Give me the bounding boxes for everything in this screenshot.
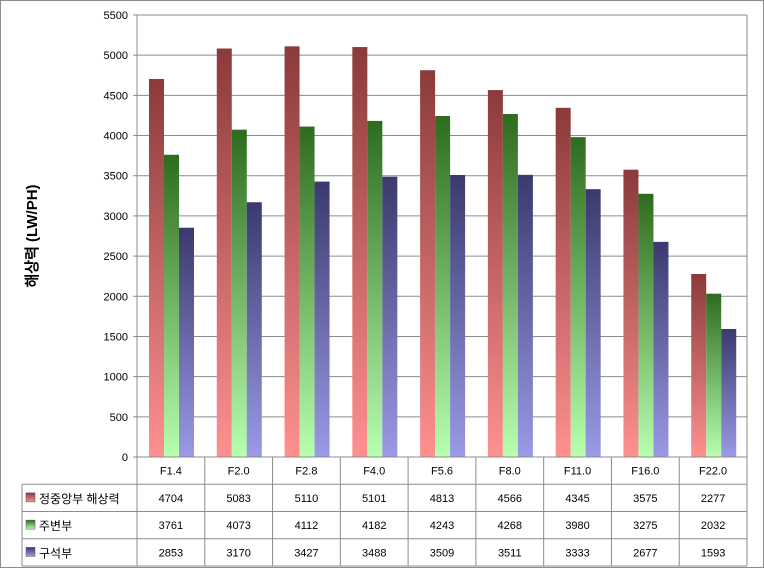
y-tick-label: 1000 (104, 372, 128, 384)
table-cell-value: 4073 (226, 520, 250, 532)
table-cell-value: 3170 (226, 547, 250, 559)
table-cell-value: 5101 (362, 493, 386, 505)
table-cell-value: 5110 (295, 493, 319, 505)
bar-정중앙부 해상력-F2.0 (216, 48, 232, 458)
table-cell-value: 3761 (159, 520, 183, 532)
y-axis-label: 해상력 (LW/PH) (23, 184, 41, 287)
table-cell-value: 3509 (430, 547, 454, 559)
bar-정중앙부 해상력-F2.8 (284, 46, 300, 457)
bar-구석부-F16.0 (653, 241, 669, 457)
y-tick-label: 2500 (104, 251, 128, 263)
table-cell-value: 3333 (565, 547, 589, 559)
x-tick-label: F16.0 (631, 466, 659, 478)
y-tick-label: 4500 (104, 90, 128, 102)
table-cell-value: 3980 (565, 520, 589, 532)
y-tick-label: 3000 (104, 211, 128, 223)
y-tick-label: 3500 (104, 171, 128, 183)
table-cell-value: 4345 (565, 493, 589, 505)
table-cell-value: 4268 (498, 520, 522, 532)
bar-구석부-F2.0 (246, 202, 262, 457)
legend-label: 주변부 (39, 519, 72, 533)
bar-주변부-F8.0 (502, 114, 518, 458)
table-cell-value: 3488 (362, 547, 386, 559)
table-cell-value: 4243 (430, 520, 454, 532)
legend-key-정중앙부 해상력 (25, 492, 36, 503)
table-cell-value: 2853 (159, 547, 183, 559)
x-tick-label: F1.4 (160, 466, 182, 478)
bar-구석부-F2.8 (314, 181, 330, 457)
y-tick-label: 1500 (104, 331, 128, 343)
x-tick-label: F2.8 (295, 466, 317, 478)
bar-정중앙부 해상력-F16.0 (623, 169, 639, 457)
table-cell-value: 3427 (294, 547, 318, 559)
legend-label: 정중앙부 해상력 (39, 492, 120, 506)
bar-정중앙부 해상력-F8.0 (487, 90, 503, 458)
bar-정중앙부 해상력-F11.0 (555, 107, 571, 457)
bar-주변부-F16.0 (638, 193, 654, 458)
bar-정중앙부 해상력-F1.4 (149, 78, 164, 457)
legend-key-구석부 (25, 547, 36, 557)
y-tick-label: 2000 (104, 291, 128, 303)
bar-주변부-F2.8 (299, 126, 315, 457)
bars (149, 46, 737, 458)
bar-구석부-F8.0 (517, 174, 533, 458)
x-tick-label: F4.0 (363, 466, 385, 478)
bar-구석부-F1.4 (179, 227, 194, 457)
axes: 0 500 1000 1500 2000 2500 3000 3500 4000 4500 5000… (104, 10, 748, 464)
table-cell-value: 3275 (633, 520, 657, 532)
x-tick-label: F22.0 (699, 466, 727, 478)
bar-주변부-F4.0 (367, 120, 383, 457)
y-tick-label: 5000 (104, 50, 128, 62)
table-cell-value: 5083 (226, 493, 250, 505)
y-tick-label: 500 (110, 412, 128, 424)
y-tick-label: 5500 (104, 10, 128, 22)
x-tick-label: F2.0 (228, 466, 250, 478)
table-cell-value: 2277 (701, 493, 725, 505)
table-cell-value: 3511 (498, 547, 522, 559)
bar-구석부-F22.0 (721, 328, 737, 457)
table-cell-value: 2032 (701, 520, 725, 532)
bar-주변부-F22.0 (706, 293, 722, 457)
x-tick-label: F5.6 (431, 466, 453, 478)
bar-정중앙부 해상력-F22.0 (691, 274, 707, 457)
table-cell-value: 4813 (430, 493, 454, 505)
table-cell-value: 3575 (633, 493, 657, 505)
data-table: F1.4 F2.0 F2.8 F4.0 F5.6 F8.0 F11.0 F16.0 F22.0 정… (21, 456, 748, 567)
bar-정중앙부 해상력-F4.0 (352, 47, 368, 457)
y-tick-label: 0 (122, 452, 128, 464)
bar-구석부-F11.0 (585, 189, 601, 457)
x-tick-label: F8.0 (499, 466, 521, 478)
table-cell-value: 4182 (362, 520, 386, 532)
legend-label: 구석부 (39, 546, 72, 560)
bar-구석부-F4.0 (382, 176, 398, 457)
y-tick-label: 4000 (104, 131, 128, 143)
bar-구석부-F5.6 (450, 175, 466, 457)
x-tick-label: F11.0 (564, 466, 591, 478)
table-cell-value: 1593 (701, 547, 725, 559)
table-cell-value: 4112 (295, 520, 319, 532)
table-cell-value: 2677 (633, 547, 657, 559)
bar-정중앙부 해상력-F5.6 (420, 70, 436, 458)
table-cell-value: 4566 (498, 493, 522, 505)
bar-주변부-F5.6 (435, 116, 451, 457)
legend-key-주변부 (25, 519, 36, 530)
bar-주변부-F2.0 (231, 129, 247, 458)
table-cell-value: 4704 (159, 493, 183, 505)
bar-주변부-F1.4 (164, 154, 179, 457)
bar-주변부-F11.0 (570, 137, 586, 458)
